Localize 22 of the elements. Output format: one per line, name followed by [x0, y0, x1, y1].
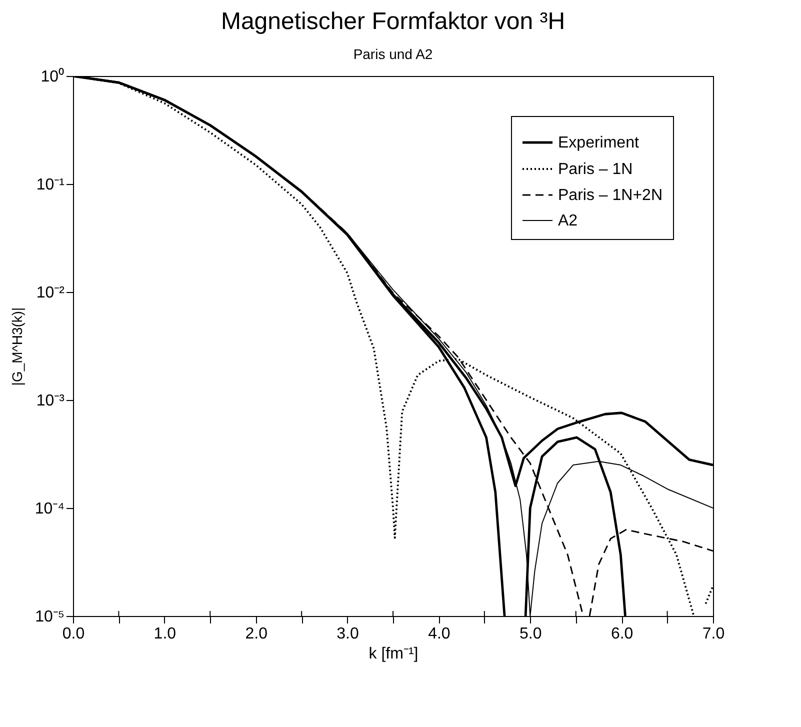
legend-label: A2: [558, 212, 578, 230]
x-axis-title: k [fm⁻¹]: [368, 646, 418, 662]
x-tick-label: 6.0: [610, 626, 634, 642]
x-tick-label: 7.0: [702, 626, 725, 642]
y-tick-label: 10⁻³: [36, 392, 66, 410]
x-tick-label: 5.0: [520, 626, 542, 642]
legend-label: Paris – 1N: [558, 161, 633, 178]
y-tick-label: 10⁻¹: [36, 176, 64, 194]
chart-subtitle: Paris und A2: [353, 46, 433, 62]
x-tick-label: 2.0: [245, 626, 268, 642]
x-tick-label: 1.0: [154, 626, 176, 642]
legend-label: Paris – 1N+2N: [558, 187, 662, 204]
y-tick-label: 10⁻⁵: [35, 608, 64, 626]
x-tick-label: 4.0: [428, 626, 450, 642]
x-tick-label: 3.0: [336, 626, 360, 642]
y-tick-label: 10⁻⁴: [34, 500, 65, 518]
y-tick-label: 10⁰: [40, 68, 64, 86]
legend-label: Experiment: [558, 134, 640, 152]
y-axis-title: |G_M^H3(k)|: [8, 307, 25, 386]
x-tick-label: 0.0: [62, 626, 85, 642]
chart-title: Magnetischer Formfaktor von ³H: [220, 8, 566, 35]
y-tick-label: 10⁻²: [36, 284, 66, 302]
